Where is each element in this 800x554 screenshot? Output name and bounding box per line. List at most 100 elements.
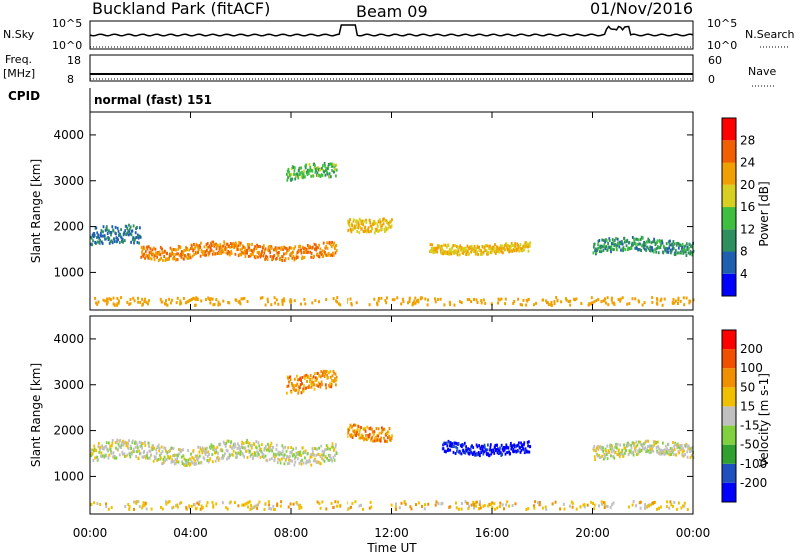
- data-cell: [291, 382, 293, 385]
- data-cell: [330, 164, 333, 168]
- data-cell: [437, 246, 439, 250]
- data-cell: [618, 452, 621, 456]
- data-cell: [124, 454, 127, 458]
- data-cell: [466, 501, 469, 505]
- data-cell: [132, 296, 135, 300]
- data-cell: [605, 449, 607, 453]
- data-cell: [621, 452, 624, 456]
- data-cell: [275, 443, 278, 447]
- data-cell: [493, 507, 496, 511]
- colorbar-tick-label: 16: [740, 200, 755, 214]
- data-cell: [99, 445, 102, 449]
- data-cell: [175, 453, 178, 457]
- data-cell: [276, 452, 279, 456]
- data-cell: [198, 243, 201, 247]
- data-cell: [358, 430, 361, 434]
- data-cell: [639, 450, 641, 454]
- data-cell: [137, 296, 139, 300]
- data-cell: [315, 245, 318, 249]
- colorbar-tick-label: 100: [740, 361, 763, 375]
- data-cell: [235, 452, 238, 456]
- data-cell: [183, 457, 186, 461]
- data-cell: [310, 385, 313, 389]
- data-cell: [154, 455, 157, 459]
- data-cell: [302, 175, 305, 179]
- data-cell: [347, 431, 350, 435]
- data-cell: [595, 449, 597, 453]
- data-cell: [108, 237, 111, 240]
- data-cell: [168, 297, 171, 301]
- data-cell: [608, 245, 610, 249]
- data-cell: [647, 504, 650, 508]
- data-cell: [519, 243, 522, 247]
- data-cell: [482, 250, 485, 254]
- data-cell: [259, 296, 262, 300]
- data-cell: [170, 248, 173, 252]
- data-cell: [681, 245, 684, 249]
- data-cell: [142, 254, 145, 258]
- data-cell: [642, 243, 645, 247]
- data-cell: [125, 225, 128, 229]
- data-cell: [441, 501, 444, 505]
- data-cell: [204, 250, 207, 254]
- data-cell: [147, 245, 150, 249]
- data-cell: [169, 301, 172, 305]
- data-cell: [386, 440, 388, 444]
- data-cell: [290, 173, 293, 176]
- data-cell: [527, 297, 530, 301]
- data-cell: [630, 443, 632, 447]
- data-cell: [614, 450, 617, 454]
- data-cell: [334, 247, 336, 251]
- data-cell: [274, 301, 277, 305]
- data-cell: [691, 253, 694, 257]
- data-cell: [595, 446, 598, 450]
- data-cell: [632, 500, 635, 503]
- data-cell: [641, 244, 643, 248]
- data-cell: [288, 246, 291, 250]
- data-cell: [367, 228, 369, 232]
- data-cell: [677, 246, 680, 250]
- data-cell: [239, 448, 241, 452]
- data-cell: [309, 459, 311, 463]
- data-cell: [383, 436, 385, 440]
- data-cell: [295, 446, 297, 450]
- data-cell: [544, 505, 547, 509]
- data-cell: [136, 443, 139, 447]
- data-cell: [107, 456, 110, 460]
- data-cell: [295, 254, 298, 258]
- data-cell: [350, 303, 353, 307]
- data-cell: [300, 391, 303, 395]
- data-cell: [527, 507, 530, 511]
- data-cell: [325, 386, 328, 390]
- data-cell: [194, 297, 197, 301]
- data-cell: [208, 251, 211, 255]
- data-cell: [307, 385, 310, 389]
- data-cell: [195, 251, 198, 255]
- data-cell: [525, 298, 528, 302]
- data-cell: [158, 446, 161, 450]
- data-cell: [403, 500, 406, 504]
- data-cell: [303, 255, 306, 259]
- data-cell: [218, 302, 221, 306]
- data-cell: [212, 444, 215, 448]
- data-cell: [211, 244, 213, 248]
- data-cell: [195, 242, 198, 246]
- data-cell: [510, 447, 513, 451]
- data-cell: [314, 170, 317, 174]
- data-cell: [278, 251, 280, 254]
- data-cell: [439, 297, 442, 301]
- data-cell: [322, 453, 325, 457]
- data-cell: [287, 376, 289, 380]
- data-cell: [593, 300, 596, 304]
- data-cell: [317, 372, 319, 375]
- data-cell: [181, 462, 184, 465]
- data-cell: [656, 297, 658, 301]
- data-cell: [448, 247, 451, 251]
- data-cell: [606, 457, 609, 461]
- data-cell: [611, 447, 614, 451]
- data-cell: [489, 448, 491, 452]
- data-cell: [322, 458, 325, 462]
- data-cell: [689, 456, 692, 460]
- data-cell: [309, 246, 312, 250]
- data-cell: [177, 460, 180, 464]
